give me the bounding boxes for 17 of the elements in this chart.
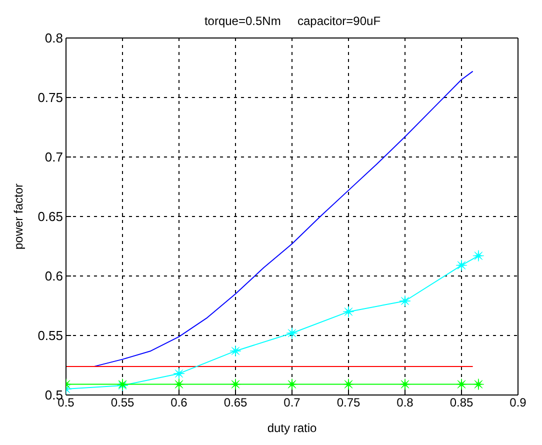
x-axis-title: duty ratio: [267, 421, 318, 435]
x-tick-label: 0.75: [336, 396, 360, 410]
x-tick-label: 0.6: [170, 396, 188, 410]
x-tick-label: 0.55: [110, 396, 134, 410]
y-tick-label: 0.7: [44, 150, 63, 165]
x-tick-label: 0.85: [450, 396, 474, 410]
x-tick-label: 0.7: [284, 396, 301, 410]
chart-title: torque=0.5Nm capacitor=90uF: [203, 14, 382, 28]
x-tick-label: 0.8: [396, 396, 414, 410]
y-tick-label: 0.8: [44, 30, 63, 46]
y-tick-label: 0.75: [38, 90, 63, 106]
x-tick-label: 0.9: [510, 396, 527, 410]
y-tick-label: 0.6: [44, 268, 63, 284]
y-axis-title: power factor: [11, 183, 26, 250]
x-tick-label: 0.65: [224, 396, 248, 410]
y-tick-label: 0.55: [38, 328, 63, 344]
y-tick-label: 0.65: [38, 209, 63, 224]
